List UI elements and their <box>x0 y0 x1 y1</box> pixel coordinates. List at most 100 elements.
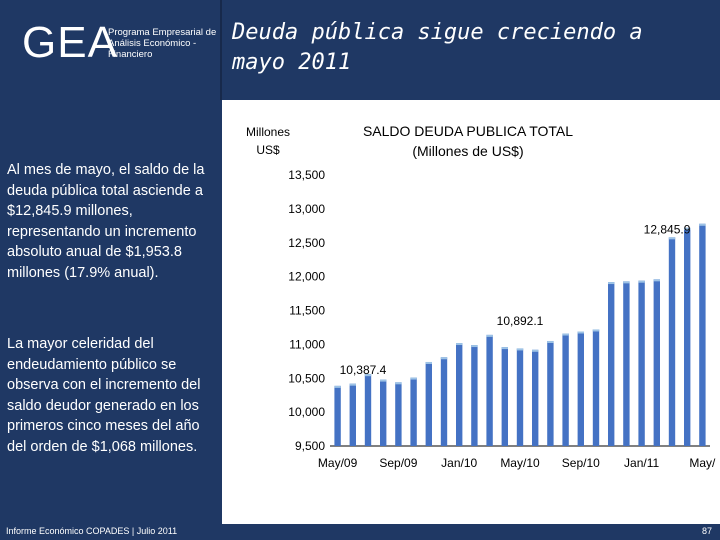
y-tick-label: 10,500 <box>288 371 325 385</box>
bar-top-highlight <box>380 379 387 382</box>
bar <box>410 377 417 446</box>
x-tick-label: Sep/10 <box>562 456 600 470</box>
bar <box>395 382 402 446</box>
bars-group <box>334 223 706 446</box>
bar-Dec/09 <box>440 357 448 446</box>
bar-top-highlight <box>577 331 584 334</box>
bar-Nov/09 <box>425 361 432 446</box>
bar <box>440 357 448 446</box>
bar-Jan/10 <box>456 343 463 446</box>
bar <box>486 334 493 446</box>
bar-Oct/09 <box>410 377 417 446</box>
bar-top-highlight <box>638 280 645 283</box>
bar <box>623 281 630 446</box>
y-tick-label: 11,000 <box>289 337 325 351</box>
y-axis-label-line2: US$ <box>256 143 280 157</box>
footer-bar: Informe Económico COPADES | Julio 2011 8… <box>0 524 720 540</box>
bar-top-highlight <box>699 223 706 226</box>
bar <box>471 345 478 446</box>
bar <box>532 349 539 446</box>
bar-top-highlight <box>592 329 600 332</box>
bar-top-highlight <box>334 385 341 388</box>
bar <box>577 331 584 446</box>
bar-top-highlight <box>456 343 463 346</box>
bar-Jun/10 <box>532 349 539 446</box>
gea-logo: GEA <box>22 18 118 67</box>
bar-top-highlight <box>486 334 493 337</box>
bar <box>425 361 432 446</box>
bar-top-highlight <box>364 374 372 377</box>
slide-title: Deuda pública sigue creciendo a mayo 201… <box>232 20 643 75</box>
debt-bar-chart: Millones US$ SALDO DEUDA PUBLICA TOTAL (… <box>246 123 716 470</box>
y-tick-label: 10,000 <box>288 405 325 419</box>
bar <box>364 374 372 446</box>
bar-top-highlight <box>471 345 478 348</box>
x-tick-label: May/ <box>689 456 716 470</box>
bar-top-highlight <box>608 282 615 285</box>
bar <box>608 282 615 446</box>
y-axis-label-line1: Millones <box>246 125 290 139</box>
chart-title-line1: SALDO DEUDA PUBLICA TOTAL <box>363 123 573 139</box>
bar <box>699 223 706 446</box>
bar-Oct/10 <box>592 329 600 446</box>
data-label: 10,387.4 <box>340 363 387 377</box>
x-tick-label: Jan/10 <box>441 456 477 470</box>
bar-top-highlight <box>668 237 676 240</box>
bar <box>516 348 524 446</box>
bar-May/10 <box>516 348 524 446</box>
bar-Apr/11 <box>684 227 691 446</box>
bar-top-highlight <box>410 377 417 380</box>
bar-top-highlight <box>684 227 691 230</box>
header-divider <box>220 0 222 100</box>
bar-top-highlight <box>516 348 524 351</box>
bar-Jun/09 <box>349 383 356 446</box>
bar <box>349 383 356 446</box>
bar-Feb/10 <box>471 345 478 446</box>
summary-paragraph-1: Al mes de mayo, el saldo de la deuda púb… <box>7 162 205 281</box>
bar-top-highlight <box>562 333 569 336</box>
bar-top-highlight <box>532 349 539 352</box>
bar-Jul/10 <box>547 340 554 446</box>
x-axis: May/09 Sep/09 Jan/10 May/10 Sep/10 Jan/11 May/ <box>318 456 716 470</box>
bar <box>456 343 463 446</box>
x-tick-label: May/10 <box>500 456 540 470</box>
bar <box>501 347 508 446</box>
footer-source: Informe Económico COPADES | Julio 2011 <box>6 526 178 536</box>
bar <box>334 385 341 446</box>
y-tick-label: 13,500 <box>288 168 325 182</box>
y-tick-label: 9,500 <box>295 439 325 453</box>
bar-Jul/09 <box>364 374 372 446</box>
logo-subtitle: Programa Empresarial de Análisis Económi… <box>108 27 217 60</box>
y-tick-label: 11,500 <box>289 304 325 318</box>
bar-Sep/10 <box>577 331 584 446</box>
bar-top-highlight <box>425 361 432 364</box>
bar-top-highlight <box>653 279 660 282</box>
bar-Apr/10 <box>501 347 508 446</box>
bar-top-highlight <box>440 357 448 360</box>
bar-Sep/09 <box>395 382 402 446</box>
bar-May/11 <box>699 223 706 446</box>
y-tick-label: 13,000 <box>288 202 325 216</box>
bar-top-highlight <box>501 347 508 350</box>
x-tick-label: Sep/09 <box>379 456 417 470</box>
summary-paragraph-2: La mayor celeridad del endeudamiento púb… <box>7 336 201 455</box>
bar-top-highlight <box>395 382 402 385</box>
header-bar: GEA Programa Empresarial de Análisis Eco… <box>0 0 720 100</box>
page-number: 87 <box>701 526 712 536</box>
bar-May/09 <box>334 385 341 446</box>
bar-Nov/10 <box>608 282 615 446</box>
x-tick-label: Jan/11 <box>624 456 659 470</box>
bar <box>547 340 554 446</box>
bar <box>592 329 600 446</box>
y-tick-label: 12,000 <box>288 270 325 284</box>
bar-Feb/11 <box>653 279 660 446</box>
bar-Jan/11 <box>638 280 645 446</box>
bar-Aug/10 <box>562 333 569 446</box>
sidebar-panel <box>0 100 222 525</box>
chart-title-line2: (Millones de US$) <box>412 143 523 159</box>
data-label: 12,845.9 <box>644 222 691 236</box>
y-tick-label: 12,500 <box>288 236 325 250</box>
data-label: 10,892.1 <box>497 314 544 328</box>
bar-top-highlight <box>349 383 356 386</box>
bar <box>380 379 387 446</box>
